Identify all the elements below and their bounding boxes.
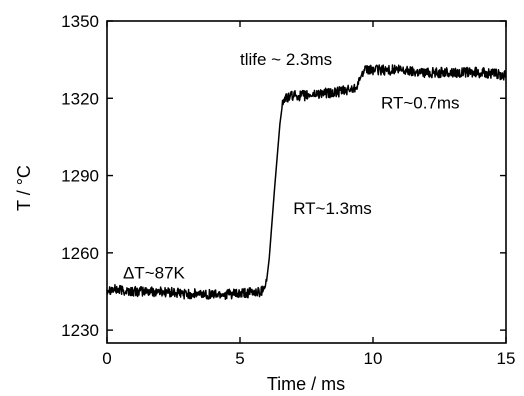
chart-annotation: tlife ~ 2.3ms: [240, 50, 332, 69]
chart-annotation: RT~1.3ms: [293, 199, 372, 218]
y-tick-label: 1230: [61, 321, 99, 340]
ticks: 0 5 10 15 1230 1260 1290 1320 1350: [61, 12, 515, 368]
y-tick-label: 1260: [61, 244, 99, 263]
annotations: tlife ~ 2.3ms RT~0.7ms RT~1.3ms ΔT~87K: [123, 50, 460, 283]
x-tick-label: 5: [235, 349, 244, 368]
y-tick-label: 1320: [61, 89, 99, 108]
series: [106, 64, 507, 300]
x-tick-label: 0: [102, 349, 111, 368]
x-tick-label: 10: [364, 349, 383, 368]
chart-annotation: RT~0.7ms: [381, 94, 460, 113]
temperature-series-line: [106, 64, 507, 300]
axes: [106, 20, 507, 344]
x-tick-label: 15: [497, 349, 516, 368]
y-tick-label: 1290: [61, 167, 99, 186]
plot-frame: [106, 20, 507, 344]
labels: Time / ms T / °C: [14, 165, 345, 394]
x-axis-label: Time / ms: [267, 374, 345, 394]
y-axis-label: T / °C: [14, 165, 34, 211]
y-tick-label: 1350: [61, 12, 99, 31]
chart-annotation: ΔT~87K: [123, 264, 186, 283]
